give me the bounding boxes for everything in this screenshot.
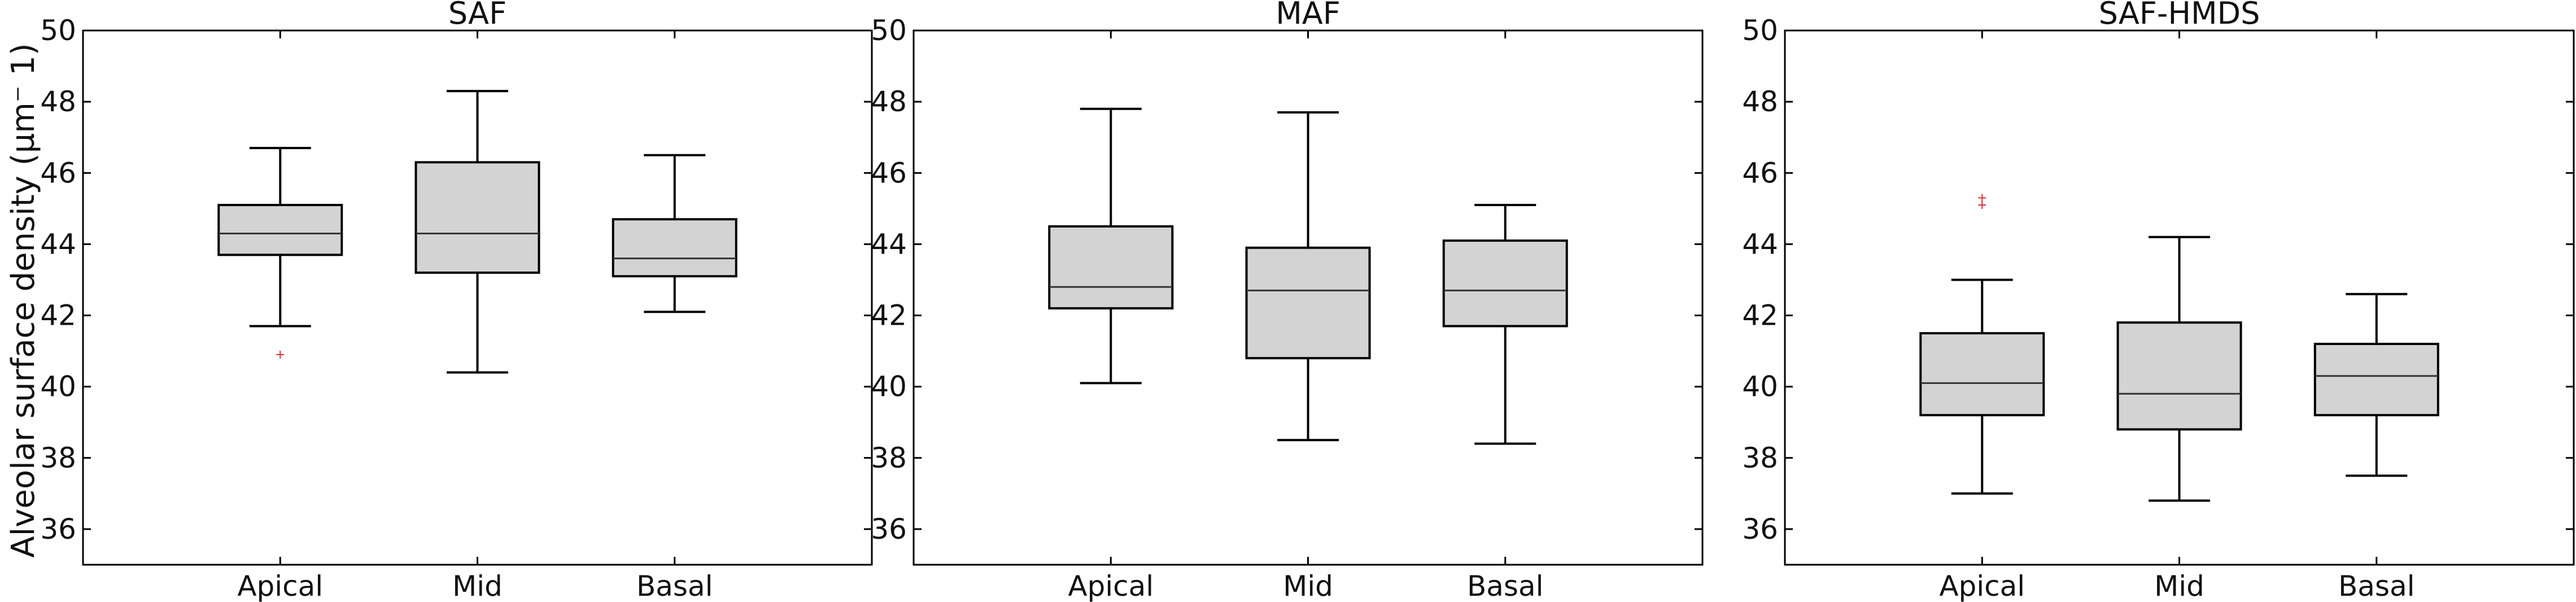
x-tick-label: Basal	[1467, 570, 1544, 602]
x-tick-label: Mid	[2154, 570, 2204, 602]
y-tick-label: 40	[871, 370, 907, 403]
box-iqr	[612, 218, 737, 278]
outlier-marker	[1978, 201, 1986, 210]
box-mid	[414, 90, 540, 374]
box-basal	[1442, 204, 1568, 445]
y-tick-label: 46	[871, 156, 907, 189]
y-tick-label: 40	[1742, 370, 1778, 403]
y-axis-label: Alveolar surface density (µm⁻ 1)	[5, 43, 42, 557]
y-tick-label: 40	[40, 370, 76, 403]
panel-saf: SAF 36 38 40 42 44 46 48 50 Apical Mid Basal	[40, 0, 873, 602]
panel-title: SAF	[448, 0, 507, 31]
box-iqr	[1048, 225, 1174, 309]
panel-title: MAF	[1276, 0, 1341, 31]
x-tick-label: Apical	[1939, 570, 2025, 602]
y-tick-label: 46	[1742, 156, 1778, 189]
y-tick-label: 44	[1742, 228, 1778, 260]
y-tick-label: 50	[40, 14, 76, 47]
x-tick-label: Apical	[237, 570, 323, 602]
y-tick-label: 46	[40, 156, 76, 189]
y-tick-label: 50	[871, 14, 907, 47]
box-basal	[612, 154, 737, 313]
y-tick-label: 48	[871, 85, 907, 118]
box-iqr	[1245, 246, 1371, 360]
y-tick-label: 36	[871, 513, 907, 546]
box-iqr	[414, 161, 540, 274]
x-tick-label: Basal	[2338, 570, 2415, 602]
box-iqr	[2313, 342, 2439, 417]
y-tick-label: 42	[40, 299, 76, 332]
box-iqr	[2116, 321, 2242, 431]
y-tick-label: 50	[1742, 14, 1778, 47]
y-tick-label: 38	[1742, 442, 1778, 474]
y-tick-label: 36	[40, 513, 76, 546]
outlier-marker	[276, 350, 285, 359]
x-tick-label: Mid	[1283, 570, 1333, 602]
y-tick-label: 48	[1742, 85, 1778, 118]
panel-maf: MAF 36 38 40 42 44 46 48 50 Apical Mid Basal	[871, 0, 1704, 602]
panel-saf-hmds: SAF-HMDS 36 38 40 42 44 46 48 50 Apical Mid Basal	[1742, 0, 2575, 602]
box-iqr	[217, 204, 343, 256]
box-apical	[1919, 194, 2045, 495]
box-iqr	[1442, 239, 1568, 328]
box-basal	[2313, 293, 2439, 477]
y-tick-label: 42	[871, 299, 907, 332]
y-tick-label: 42	[1742, 299, 1778, 332]
panel-title: SAF-HMDS	[2099, 0, 2260, 31]
box-mid	[2116, 235, 2242, 502]
box-apical	[1048, 107, 1174, 385]
y-tick-label: 38	[40, 442, 76, 474]
box-mid	[1245, 111, 1371, 442]
x-tick-label: Basal	[636, 570, 713, 602]
y-tick-label: 36	[1742, 513, 1778, 546]
y-tick-label: 44	[871, 228, 907, 260]
x-tick-label: Apical	[1068, 570, 1154, 602]
box-iqr	[1919, 332, 2045, 417]
y-tick-label: 48	[40, 85, 76, 118]
y-tick-label: 44	[40, 228, 76, 260]
y-tick-label: 38	[871, 442, 907, 474]
box-apical	[217, 147, 343, 359]
x-tick-label: Mid	[452, 570, 503, 602]
outlier-marker	[1978, 194, 1986, 202]
panels-group: SAF 36 38 40 42 44 46 48 50 Apical Mid Basal MAF 36 38…	[40, 0, 2575, 602]
